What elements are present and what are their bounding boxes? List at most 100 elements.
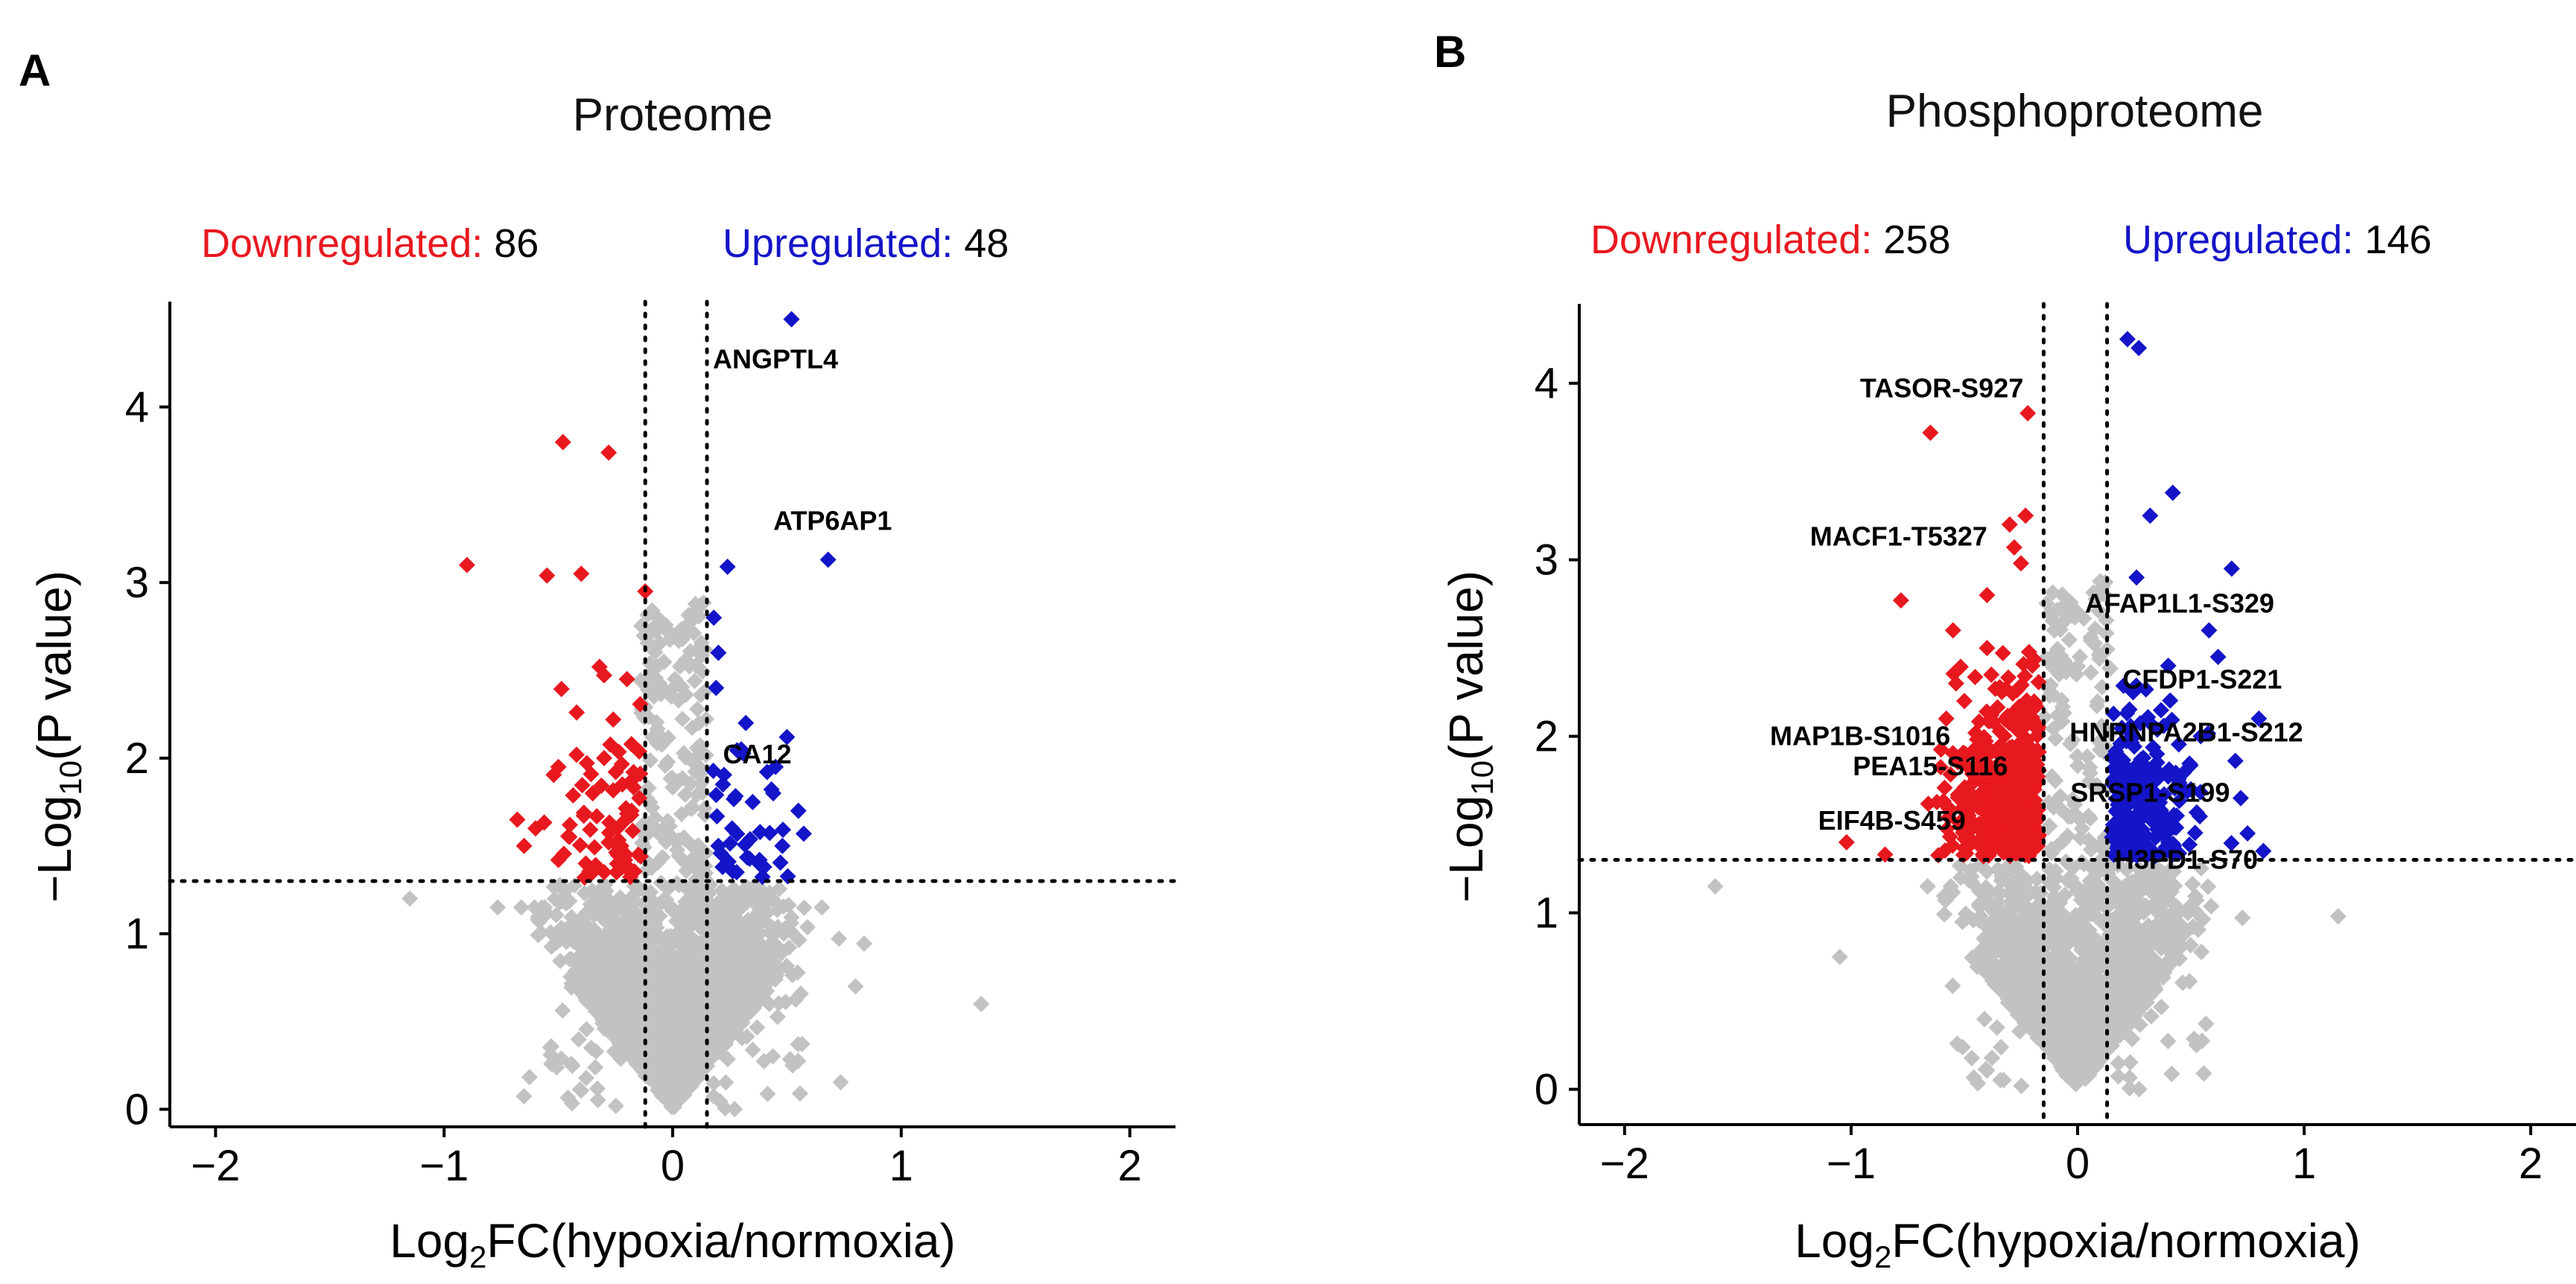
y-tick-label: 0 xyxy=(125,1085,149,1134)
y-tick-label: 1 xyxy=(125,910,149,959)
down-point xyxy=(605,711,622,728)
down-point xyxy=(539,567,556,584)
up-point xyxy=(772,854,789,871)
ns-point xyxy=(562,1055,580,1072)
ns-point xyxy=(792,985,809,1002)
x-axis-label: Log2FC(hypoxia/normoxia) xyxy=(390,1214,956,1274)
down-point xyxy=(553,681,570,698)
ns-point xyxy=(724,939,741,956)
ns-point xyxy=(796,899,813,916)
ns-point xyxy=(684,719,701,737)
up-count: 48 xyxy=(964,221,1009,266)
panel-title: Phosphoproteome xyxy=(1886,86,2264,137)
up-point xyxy=(744,793,761,810)
ns-point xyxy=(705,1075,723,1092)
ns-point xyxy=(831,930,848,947)
ns-point xyxy=(832,1074,849,1091)
ns-point xyxy=(570,1031,587,1048)
down-point xyxy=(458,556,475,573)
ns-point xyxy=(554,1002,571,1019)
down-point xyxy=(568,704,586,721)
y-tick-label: 2 xyxy=(125,734,149,783)
ns-point xyxy=(769,1008,786,1026)
x-tick-label: −2 xyxy=(191,1142,240,1190)
up-point xyxy=(737,714,755,731)
ns-point xyxy=(515,1087,533,1105)
ns-point xyxy=(847,978,864,995)
ns-point xyxy=(973,995,990,1012)
up-point xyxy=(775,821,792,839)
panel-letter: B xyxy=(1434,27,1466,77)
y-tick-label: 3 xyxy=(125,559,149,607)
ns-point xyxy=(664,769,681,786)
ns-point xyxy=(791,1085,808,1102)
ns-point xyxy=(650,854,667,871)
ns-point xyxy=(674,711,691,728)
up-label: Upregulated: xyxy=(2123,217,2364,262)
ns-point xyxy=(607,1097,624,1114)
ns-point xyxy=(674,770,691,787)
ns-point xyxy=(685,799,702,816)
ns-point xyxy=(521,1069,538,1086)
ns-point xyxy=(545,878,562,895)
y-tick-label: 4 xyxy=(125,383,149,431)
down-point xyxy=(561,816,578,833)
gene-label: ATP6AP1 xyxy=(773,505,892,535)
count-annotation-up: Upregulated: 146 xyxy=(2123,217,2431,262)
panel-title: Proteome xyxy=(573,89,773,141)
y-axis-label: −Log10(P value) xyxy=(28,571,88,903)
ns-point xyxy=(589,1080,606,1097)
up-point xyxy=(819,551,837,568)
ns-point xyxy=(571,1081,589,1098)
x-tick-label: −1 xyxy=(419,1142,469,1190)
ns-point xyxy=(661,818,678,835)
ns-point xyxy=(744,1041,761,1058)
down-point xyxy=(586,839,603,856)
ns-point xyxy=(613,893,630,910)
ns-point xyxy=(656,654,673,671)
up-count: 146 xyxy=(2364,217,2431,262)
down-point xyxy=(573,565,590,582)
down-count: 86 xyxy=(494,221,539,266)
up-point xyxy=(708,807,726,824)
ns-point xyxy=(813,899,831,916)
panel-a: A Proteome Downregulated: 86 Upregulated: 4… xyxy=(19,45,1178,1274)
ns-point xyxy=(799,918,816,935)
ns-point xyxy=(513,899,530,916)
ns-point xyxy=(677,686,694,703)
up-label: Upregulated: xyxy=(723,221,964,266)
ns-point xyxy=(759,1085,776,1102)
down-point xyxy=(600,444,618,461)
ns-point xyxy=(688,740,705,757)
down-label: Downregulated: xyxy=(201,221,494,266)
up-point xyxy=(783,311,800,328)
points xyxy=(402,311,990,1118)
ns-point xyxy=(783,909,800,926)
panel-letter: A xyxy=(19,45,51,95)
ns-point xyxy=(530,927,547,944)
ns-point xyxy=(755,1052,773,1070)
ns-point xyxy=(689,701,706,718)
down-label: Downregulated: xyxy=(1590,217,1883,262)
ns-point xyxy=(402,890,419,907)
ns-point xyxy=(738,1028,755,1045)
down-point xyxy=(582,821,599,839)
down-point xyxy=(618,670,635,687)
x-tick-label: 1 xyxy=(889,1142,913,1190)
ns-point xyxy=(685,625,702,642)
ns-point xyxy=(559,1089,577,1106)
up-point xyxy=(795,825,812,842)
down-point xyxy=(595,749,612,766)
ns-point xyxy=(761,884,778,901)
ns-point xyxy=(587,1059,604,1076)
ns-point xyxy=(717,1074,735,1091)
ns-point xyxy=(789,964,806,981)
points xyxy=(1707,331,2347,1098)
ns-point xyxy=(489,899,507,916)
gene-label: ANGPTL4 xyxy=(713,344,838,375)
ns-point xyxy=(577,1070,594,1087)
up-point xyxy=(710,644,727,661)
ns-point xyxy=(589,1092,606,1109)
